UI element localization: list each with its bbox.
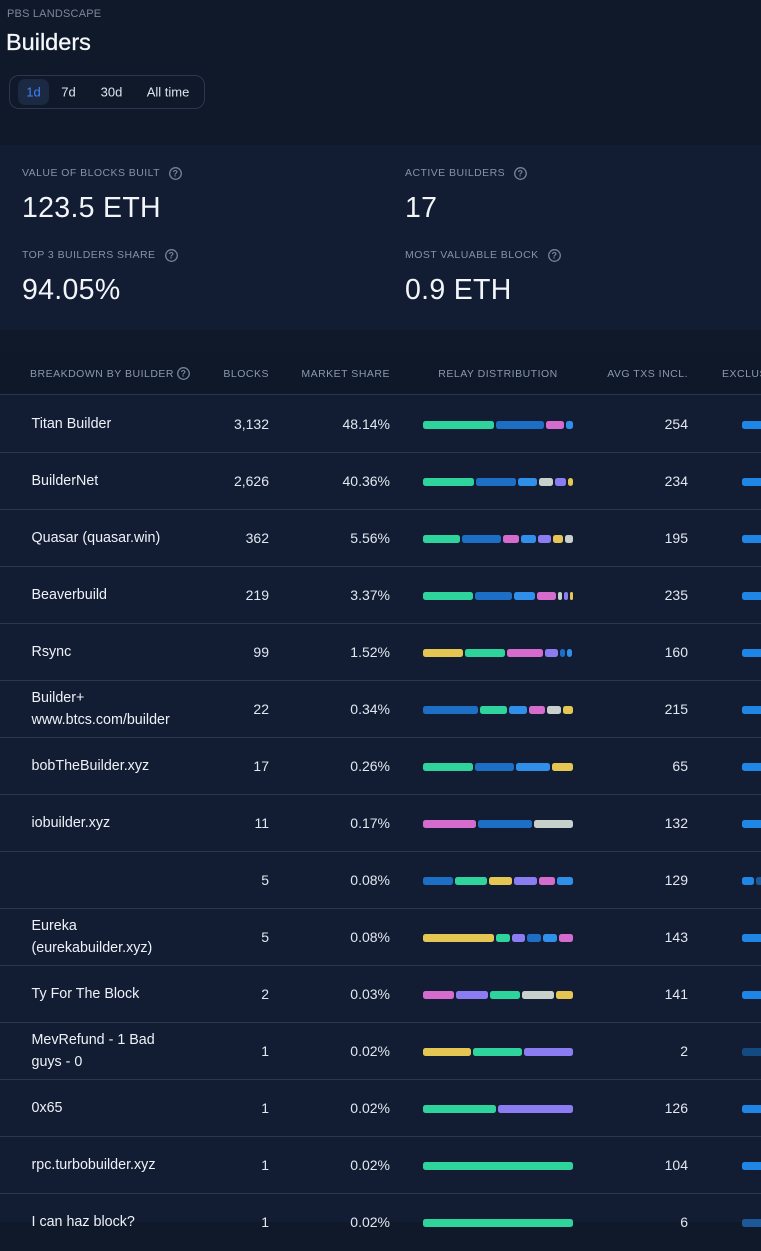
svg-text:?: ? <box>173 168 179 178</box>
svg-text:?: ? <box>181 368 187 378</box>
svg-text:?: ? <box>551 250 557 260</box>
svg-text:?: ? <box>168 250 174 260</box>
svg-text:?: ? <box>518 168 524 178</box>
